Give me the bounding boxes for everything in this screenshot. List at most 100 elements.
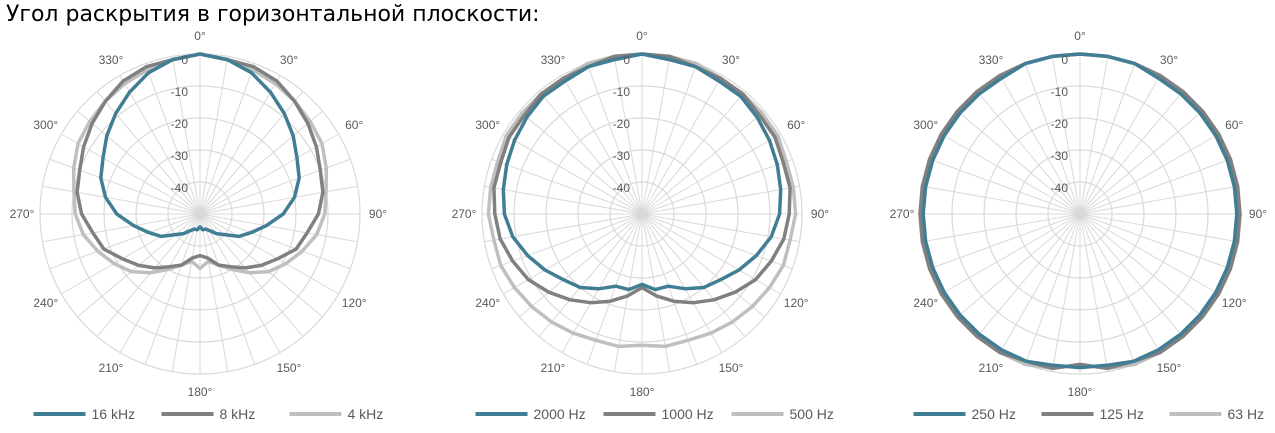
grid-spoke xyxy=(1079,158,1231,215)
polar-chart-low-svg: 0 -10 -20 -30 -40 0° 30° 60° 90° 120° 150° 180° 210°… xyxy=(890,30,1268,422)
grid-spoke xyxy=(641,91,746,215)
grid-spoke xyxy=(1051,213,1081,372)
grid-spoke xyxy=(538,91,643,215)
legend-item: 4 kHz xyxy=(289,406,383,422)
legend-item: 1000 Hz xyxy=(603,406,714,422)
grid-spoke xyxy=(1079,213,1184,337)
grid-spoke xyxy=(144,63,201,215)
grid-spoke xyxy=(1051,56,1081,215)
grid-spoke xyxy=(491,213,643,270)
grid-spoke xyxy=(999,75,1081,215)
grid-spoke xyxy=(1079,110,1203,215)
grid-spoke xyxy=(641,213,781,295)
angle-label: 330° xyxy=(541,53,566,67)
grid-spoke xyxy=(941,213,1081,295)
grid-spoke xyxy=(199,185,358,215)
grid-spoke xyxy=(1079,213,1238,243)
angle-label: 90° xyxy=(1249,207,1267,221)
grid-spoke xyxy=(1079,213,1136,365)
grid-spoke xyxy=(199,213,256,365)
legend-label: 16 kHz xyxy=(92,406,136,422)
legend-item: 16 kHz xyxy=(33,406,136,422)
grid-spoke xyxy=(957,213,1081,318)
angle-label: 30° xyxy=(1160,53,1178,67)
grid-spoke xyxy=(586,63,643,215)
grid-spoke xyxy=(96,91,201,215)
angle-label: 150° xyxy=(719,361,744,375)
angle-label: 210° xyxy=(541,361,566,375)
legend-item: 125 Hz xyxy=(1041,406,1144,422)
grid-spoke xyxy=(199,75,281,215)
grid-spoke xyxy=(1079,213,1161,353)
grid-spoke xyxy=(922,185,1081,215)
grid-spoke xyxy=(1079,213,1231,270)
grid-spoke xyxy=(199,91,304,215)
series-line-125-hz xyxy=(918,52,1242,371)
radial-tick-label: -30 xyxy=(171,149,189,163)
radial-tick-label: -10 xyxy=(171,85,189,99)
angle-label: 0° xyxy=(194,30,206,43)
angle-label: 270° xyxy=(890,207,915,221)
grid-spoke xyxy=(538,213,643,337)
angle-label: 30° xyxy=(280,53,298,67)
grid-spoke xyxy=(1079,213,1109,372)
grid-spoke xyxy=(929,213,1081,270)
angle-label: 330° xyxy=(99,53,124,67)
grid-spoke xyxy=(613,56,643,215)
grid-spoke xyxy=(641,63,698,215)
angle-label: 270° xyxy=(452,207,477,221)
radial-tick-label: 0 xyxy=(623,53,630,67)
angle-label: 60° xyxy=(345,118,363,132)
series-line-500-hz xyxy=(486,52,798,349)
angle-label: 240° xyxy=(33,296,58,310)
angle-label: 90° xyxy=(811,207,829,221)
grid-spoke xyxy=(119,75,201,215)
grid-spoke xyxy=(503,213,643,295)
angle-label: 180° xyxy=(630,385,655,399)
grid-spoke xyxy=(641,133,781,215)
legend-item: 500 Hz xyxy=(731,406,834,422)
angle-label: 240° xyxy=(913,296,938,310)
angle-label: 120° xyxy=(1222,296,1247,310)
grid-spoke xyxy=(1024,213,1081,365)
angle-label: 330° xyxy=(979,53,1004,67)
grid-spoke xyxy=(199,213,281,353)
angle-label: 0° xyxy=(636,30,648,43)
grid-spoke xyxy=(1079,185,1238,215)
radial-tick-label: -40 xyxy=(171,181,189,195)
grid-spoke xyxy=(1079,91,1184,215)
grid-spoke xyxy=(976,213,1081,337)
grid xyxy=(481,53,803,375)
grid-spoke xyxy=(641,56,671,215)
grid-spoke xyxy=(1079,56,1109,215)
grid-spoke xyxy=(641,213,800,243)
polar-chart-high-svg: 0 -10 -20 -30 -40 0° 30° 60° 90° 120° 150° 180° 210°… xyxy=(10,30,388,422)
legend-label: 125 Hz xyxy=(1100,406,1144,422)
grid-spoke xyxy=(49,213,201,270)
series-line-16-khz xyxy=(99,52,301,239)
grid-spoke xyxy=(503,133,643,215)
grid-spoke xyxy=(561,75,643,215)
legend-label: 500 Hz xyxy=(790,406,834,422)
radial-tick-label: -40 xyxy=(613,181,631,195)
radial-tick-label: 0 xyxy=(1061,53,1068,67)
grid-spoke xyxy=(491,158,643,215)
angle-label: 120° xyxy=(784,296,809,310)
grid-spoke xyxy=(641,213,746,337)
grid-spoke xyxy=(641,75,723,215)
legend-item: 250 Hz xyxy=(913,406,1016,422)
grid-spoke xyxy=(171,56,201,215)
angle-label: 300° xyxy=(913,118,938,132)
angle-label: 180° xyxy=(1068,385,1093,399)
grid-spoke xyxy=(941,133,1081,215)
series-line-250-hz xyxy=(921,52,1239,370)
polar-chart-high: 0 -10 -20 -30 -40 0° 30° 60° 90° 120° 150° 180° 210°… xyxy=(0,30,400,430)
polar-chart-low: 0 -10 -20 -30 -40 0° 30° 60° 90° 120° 150° 180° 210°… xyxy=(880,30,1275,430)
radial-tick-label: 0 xyxy=(181,53,188,67)
grid-spoke xyxy=(1024,63,1081,215)
grid-spoke xyxy=(199,213,358,243)
grid-spoke xyxy=(77,110,201,215)
grid-spoke xyxy=(199,56,229,215)
angle-label: 60° xyxy=(787,118,805,132)
grid-spoke xyxy=(922,213,1081,243)
